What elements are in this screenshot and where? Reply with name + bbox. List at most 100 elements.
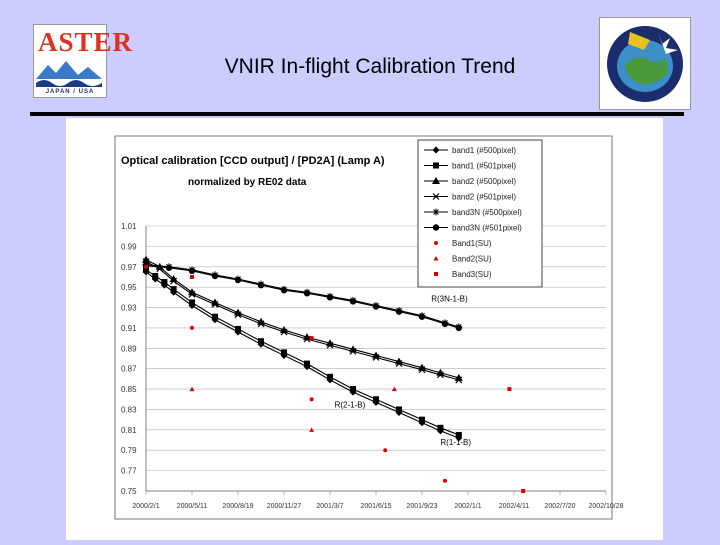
chart-panel: Optical calibration [CCD output] / [PD2A… (66, 118, 663, 540)
x-marker (372, 354, 380, 361)
circle-marker (165, 264, 173, 271)
y-axis: 1.01 0.99 0.97 0.95 0.93 0.91 0.89 0.87 0.85 0.83… (121, 222, 137, 496)
x-axis: 2000/2/1 2000/5/11 2000/8/19 2000/11/27 2001… (132, 503, 623, 510)
x-marker (349, 347, 357, 355)
series-3 (142, 258, 463, 384)
legend-label: band2 (#501pixel) (452, 193, 516, 202)
small-square-marker (190, 274, 194, 279)
square-marker (152, 272, 159, 279)
small-square-marker (521, 489, 526, 493)
square-marker (396, 406, 402, 413)
x-tick-label: 2002/10/28 (588, 503, 623, 510)
diamond-marker (432, 146, 440, 154)
square-marker (189, 299, 195, 306)
x-tick-label: 2000/11/27 (267, 503, 302, 510)
y-tick-label: 0.85 (121, 385, 137, 394)
square-marker (161, 279, 168, 286)
dot-marker (309, 397, 314, 402)
small-square-marker (309, 336, 314, 341)
legend-entry: band1 (#500pixel) (424, 146, 516, 155)
chart-title: Optical calibration [CCD output] / [PD2A… (121, 155, 385, 167)
legend-entry: Band3(SU) (434, 270, 492, 279)
x-marker (303, 335, 311, 343)
series-1 (143, 266, 462, 438)
small-triangle-marker (189, 386, 195, 392)
small-square-marker (507, 387, 512, 392)
y-tick-label: 1.01 (121, 222, 137, 231)
x-marker (257, 320, 265, 328)
legend-label: Band3(SU) (452, 270, 492, 279)
circle-marker (280, 287, 288, 294)
circle-marker (188, 267, 196, 275)
y-tick-label: 0.83 (121, 405, 137, 414)
y-tick-label: 0.81 (121, 426, 137, 435)
circle-marker (432, 224, 440, 231)
header-divider (30, 112, 684, 116)
x-marker (455, 376, 463, 384)
square-marker (350, 386, 356, 393)
aster-logo-word: ASTER (38, 27, 134, 57)
circle-marker (326, 294, 334, 301)
x-marker (170, 277, 178, 285)
y-tick-label: 0.93 (121, 304, 137, 313)
legend-label: band3N (#500pixel) (452, 208, 522, 217)
x-tick-label: 2000/2/1 (132, 503, 159, 510)
y-tick-label: 0.75 (121, 487, 137, 496)
legend-label: Band1(SU) (452, 239, 492, 248)
x-tick-label: 2001/3/7 (316, 503, 343, 510)
y-tick-label: 0.97 (121, 263, 137, 272)
legend: band1 (#500pixel) band1 (#501pixel) band2 … (417, 139, 543, 288)
circle-marker (234, 276, 242, 284)
circle-marker (455, 324, 462, 332)
circle-marker (395, 308, 403, 315)
y-tick-label: 0.91 (121, 324, 137, 333)
legend-entry: band3N (#501pixel) (424, 224, 522, 233)
legend-label: band1 (#501pixel) (452, 162, 516, 171)
x-tick-label: 2002/1/1 (454, 503, 481, 510)
circle-marker (257, 281, 265, 289)
chart-subtitle: normalized by RE02 data (188, 177, 307, 188)
x-marker (326, 341, 334, 349)
series-line (145, 259, 459, 379)
y-tick-label: 0.89 (121, 344, 137, 353)
page-title: VNIR In-flight Calibration Trend (224, 55, 516, 78)
legend-label: band1 (#500pixel) (452, 146, 516, 155)
x-tick-label: 2001/6/15 (360, 503, 391, 510)
series-group (142, 255, 526, 493)
x-marker (436, 371, 444, 379)
square-marker (170, 286, 177, 293)
legend-entry: Band1(SU) (434, 239, 492, 248)
series-5 (142, 262, 462, 332)
x-tick-label: 2000/5/11 (177, 503, 208, 510)
square-marker (419, 416, 425, 423)
triangle-marker (142, 255, 150, 263)
square-marker (327, 373, 333, 380)
x-marker (395, 360, 403, 368)
annotation-label: R(3N-1-B) (431, 294, 468, 303)
x-marker (280, 328, 288, 336)
dot-marker (383, 448, 388, 453)
y-tick-label: 0.95 (121, 283, 137, 292)
x-marker (432, 193, 440, 200)
dot-marker (434, 241, 438, 245)
square-marker (455, 431, 462, 438)
legend-entry: band2 (#501pixel) (424, 193, 516, 202)
circle-marker (303, 290, 311, 297)
triangle-marker (432, 177, 440, 184)
square-marker (258, 338, 264, 345)
aster-logo: ASTER JAPAN / USA (33, 24, 132, 98)
y-tick-label: 0.99 (121, 242, 137, 251)
annotations: R(3N-1-B) R(2-1-B) R(1-1-B) (335, 294, 472, 447)
annotation-label: R(2-1-B) (335, 400, 366, 409)
square-marker (212, 313, 218, 320)
star-marker (432, 208, 440, 216)
series-line (145, 261, 459, 381)
legend-label: Band2(SU) (452, 255, 492, 264)
legend-entry: band1 (#501pixel) (424, 162, 516, 171)
circle-marker (211, 272, 219, 280)
small-triangle-marker (433, 256, 439, 261)
legend-entry: band2 (#500pixel) (424, 177, 516, 186)
calibration-chart: Optical calibration [CCD output] / [PD2A… (114, 135, 624, 520)
small-triangle-marker (391, 386, 397, 392)
mountain-wave-icon (36, 61, 102, 87)
